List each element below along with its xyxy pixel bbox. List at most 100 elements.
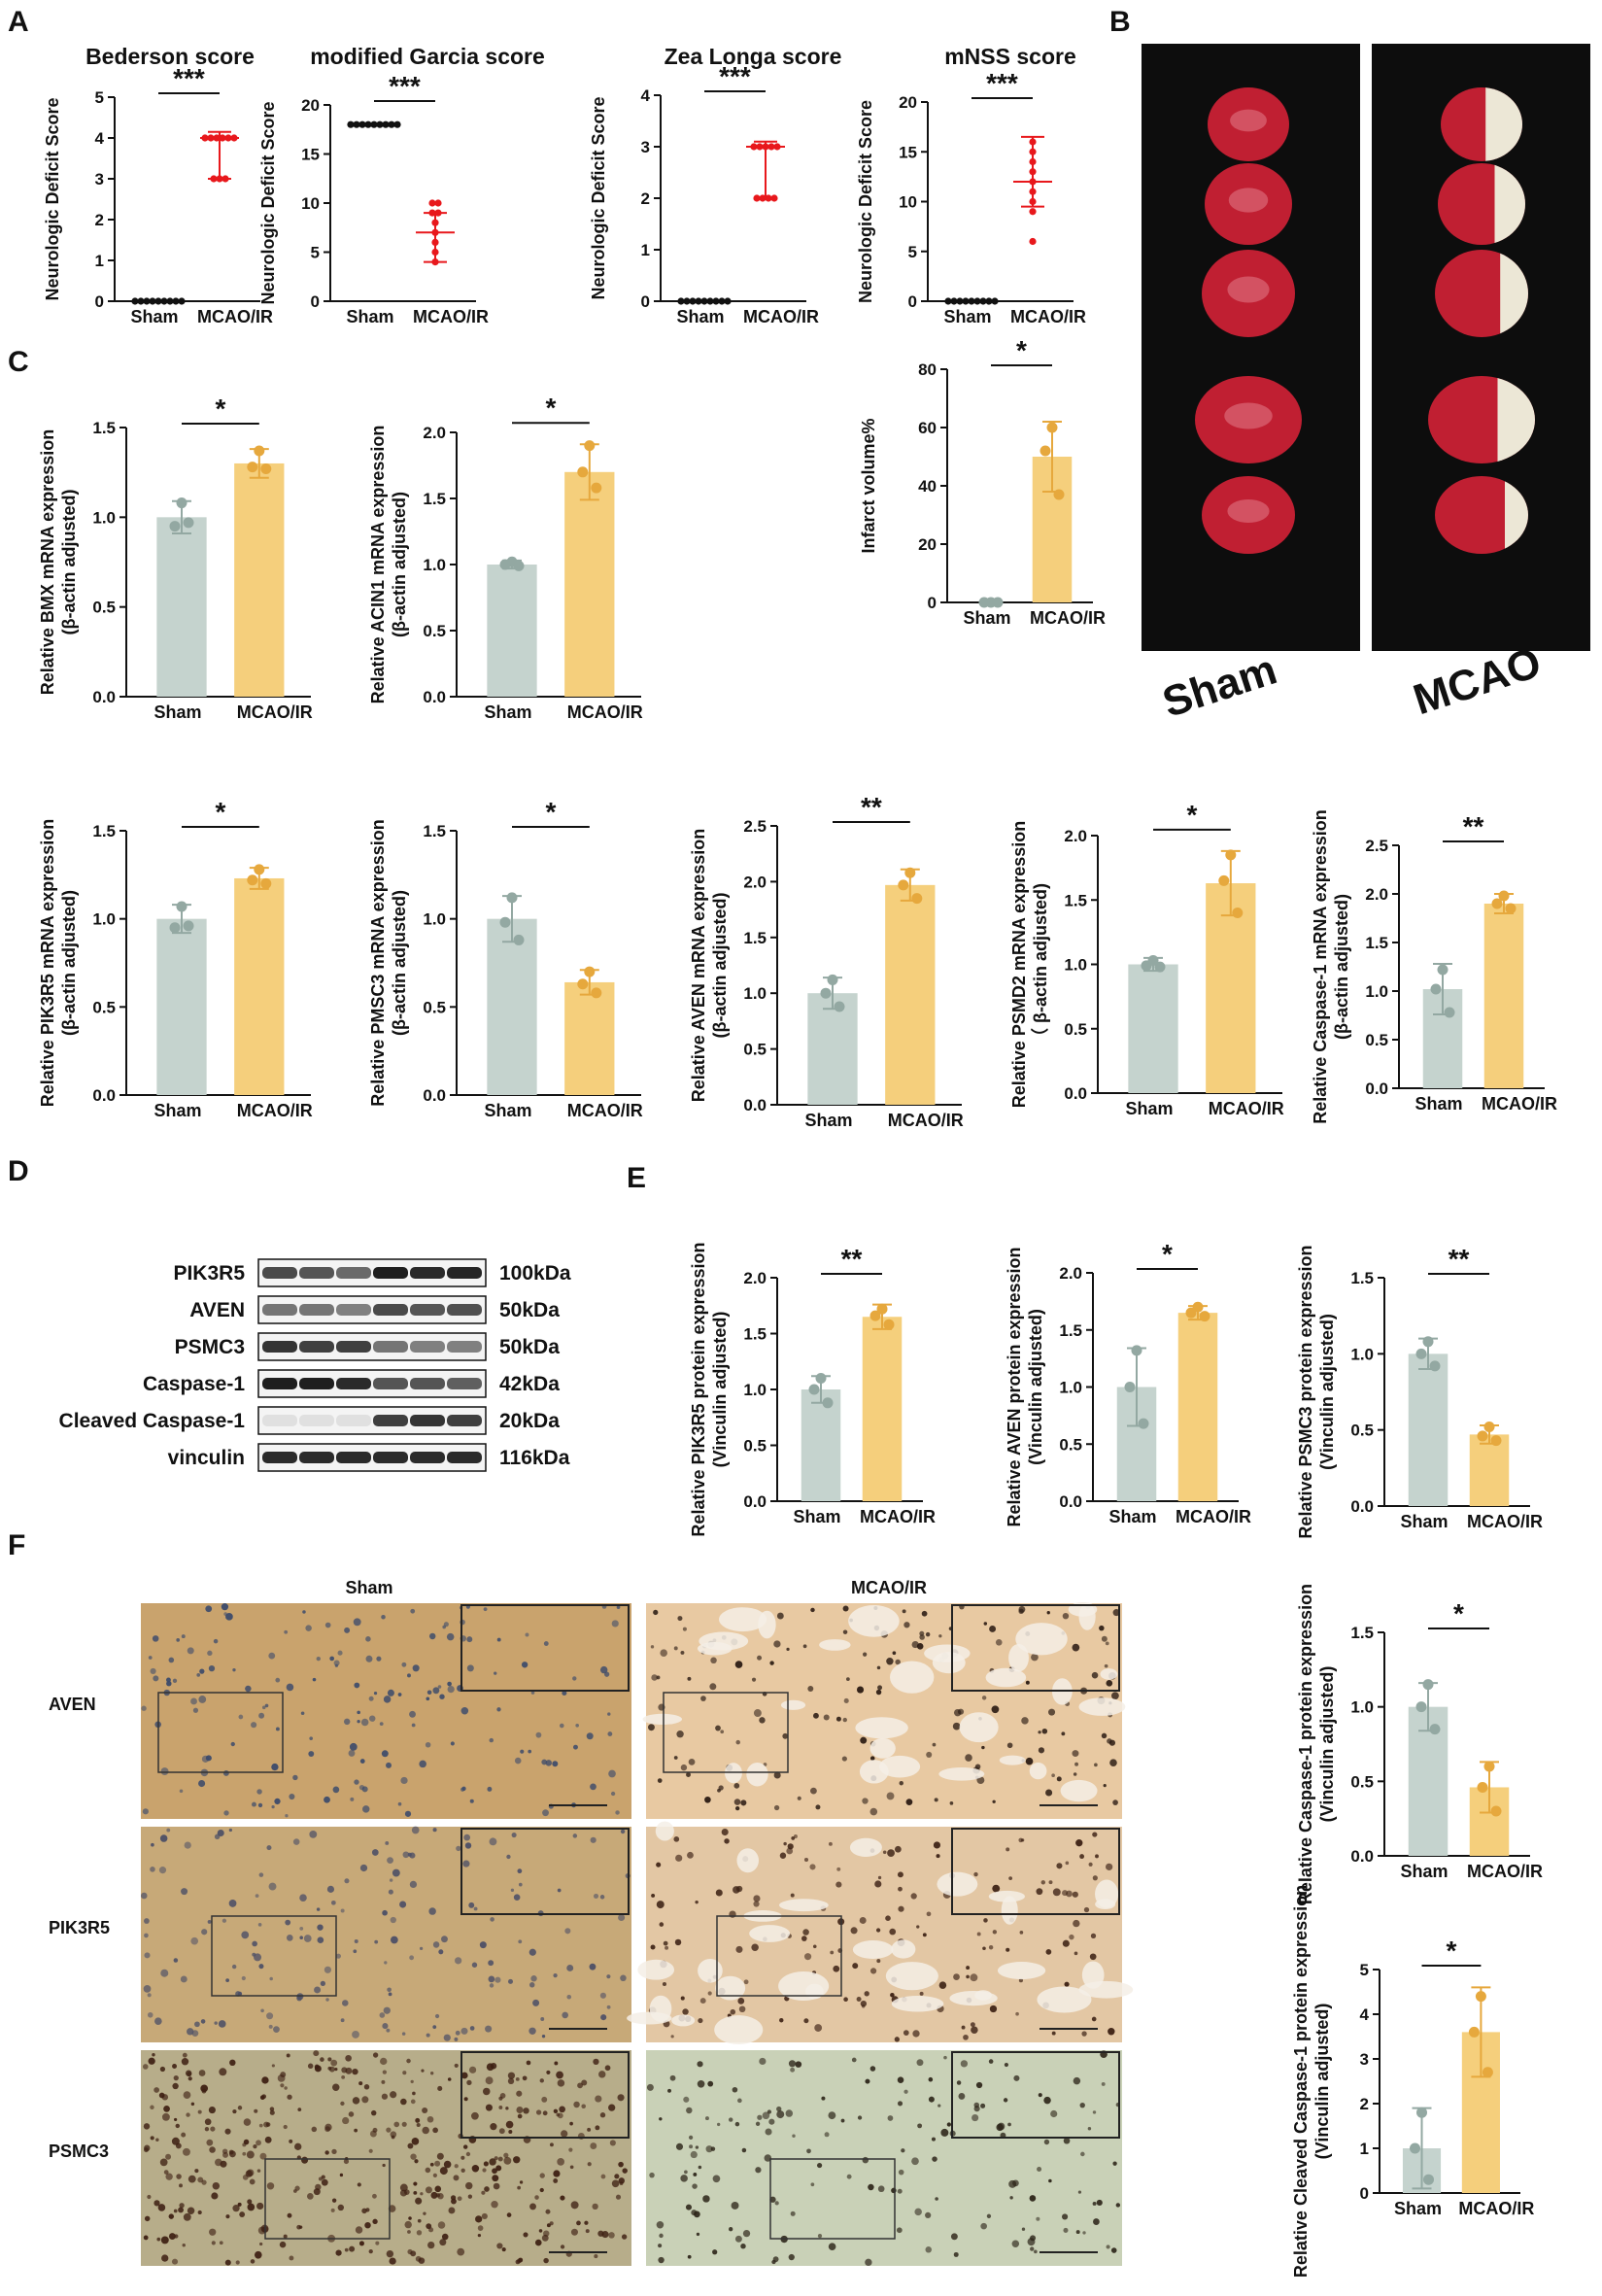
ihc-nucleus xyxy=(532,1999,540,2006)
ihc-nucleus xyxy=(485,2025,493,2033)
ihc-nucleus xyxy=(576,2220,581,2226)
wb-band xyxy=(336,1267,371,1279)
ihc-nucleus xyxy=(266,1845,272,1851)
data-point xyxy=(1040,445,1051,457)
significance-label: *** xyxy=(173,63,205,93)
ihc-nucleus xyxy=(518,1939,523,1944)
ihc-nucleus xyxy=(868,2183,874,2191)
ihc-nucleus xyxy=(311,2126,318,2133)
ihc-nucleus xyxy=(599,2112,606,2118)
y-tick-label: 2.5 xyxy=(1365,837,1388,855)
ihc-nucleus xyxy=(345,2067,353,2074)
ihc-nucleus xyxy=(618,2177,626,2184)
ihc-vacuole xyxy=(869,1737,896,1759)
y-tick-label: 3 xyxy=(95,170,104,188)
ihc-nucleus xyxy=(400,1776,408,1785)
ihc-nucleus xyxy=(973,2102,980,2108)
ihc-nucleus xyxy=(286,1683,294,1692)
ihc-nucleus xyxy=(779,1852,787,1859)
y-axis-label-2: (β-actin adjusted) xyxy=(59,490,79,635)
ihc-nucleus xyxy=(560,2245,565,2249)
wb-band xyxy=(447,1304,482,1316)
ihc-nucleus xyxy=(716,2122,721,2127)
ihc-nucleus xyxy=(1108,2028,1115,2036)
ihc-vacuole xyxy=(885,1962,938,1991)
y-tick-label: 0.0 xyxy=(743,1096,767,1114)
data-point xyxy=(822,1397,834,1409)
ihc-nucleus xyxy=(769,1661,774,1665)
data-point xyxy=(944,297,952,305)
ihc-nucleus xyxy=(337,2204,345,2211)
ihc-nucleus xyxy=(830,1950,835,1955)
ihc-nucleus xyxy=(1075,1839,1083,1847)
ihc-nucleus xyxy=(410,2153,417,2160)
ihc-nucleus xyxy=(755,2121,761,2126)
ihc-nucleus xyxy=(210,2126,216,2132)
ihc-nucleus xyxy=(324,2150,329,2155)
significance-label: ** xyxy=(1463,811,1484,841)
ihc-nucleus xyxy=(460,2155,465,2160)
ihc-nucleus xyxy=(174,2234,179,2239)
ihc-nucleus xyxy=(1045,1789,1053,1797)
ihc-nucleus xyxy=(232,2108,237,2114)
ihc-tile xyxy=(646,2050,1122,2266)
ihc-nucleus xyxy=(483,1607,488,1612)
ihc-nucleus xyxy=(359,1864,368,1872)
ihc-nucleus xyxy=(423,2211,426,2215)
y-tick-label: 0.0 xyxy=(1059,1492,1082,1511)
y-tick-label: 0.0 xyxy=(423,688,446,706)
ihc-nucleus xyxy=(206,2139,214,2146)
y-tick-label: 0.0 xyxy=(743,1492,767,1511)
ihc-nucleus xyxy=(988,1944,994,1950)
ihc-nucleus xyxy=(534,2239,542,2246)
ihc-nucleus xyxy=(179,2203,185,2209)
y-tick-label: 1.5 xyxy=(1350,1624,1374,1642)
ihc-nucleus xyxy=(232,1668,236,1672)
ihc-nucleus xyxy=(306,2193,314,2200)
ihc-nucleus xyxy=(374,1939,379,1944)
ihc-nucleus xyxy=(562,1690,567,1696)
ihc-nucleus xyxy=(183,2212,191,2221)
ihc-nucleus xyxy=(1007,2122,1011,2127)
ihc-nucleus xyxy=(460,2168,465,2173)
ihc-vacuole xyxy=(627,2011,672,2025)
ihc-nucleus xyxy=(675,2142,684,2150)
ihc-nucleus xyxy=(492,2175,499,2182)
panel-label-e: E xyxy=(627,1162,646,1194)
ihc-nucleus xyxy=(1038,2093,1042,2098)
ihc-nucleus xyxy=(767,2109,772,2114)
ihc-nucleus xyxy=(517,1868,523,1874)
ihc-nucleus xyxy=(1062,1612,1070,1620)
ihc-nucleus xyxy=(268,1652,276,1660)
ihc-nucleus xyxy=(482,2168,487,2173)
ihc-nucleus xyxy=(190,1697,197,1705)
ihc-nucleus xyxy=(275,1727,280,1731)
ihc-nucleus xyxy=(437,2085,443,2091)
ihc-nucleus xyxy=(209,2146,216,2153)
data-point xyxy=(584,440,596,452)
ihc-nucleus xyxy=(934,1798,938,1802)
ihc-nucleus xyxy=(199,1668,205,1674)
ihc-nucleus xyxy=(447,1681,452,1687)
ihc-nucleus xyxy=(159,1834,168,1842)
ihc-nucleus xyxy=(258,1964,264,1970)
ihc-nucleus xyxy=(932,2156,937,2162)
ihc-nucleus xyxy=(786,1847,794,1855)
y-tick-label: 0.5 xyxy=(1059,1435,1082,1454)
ihc-nucleus xyxy=(751,1677,757,1682)
ihc-nucleus xyxy=(517,2113,523,2119)
ihc-nucleus xyxy=(354,2128,358,2133)
ihc-nucleus xyxy=(991,1705,1000,1714)
ihc-nucleus xyxy=(430,2191,438,2199)
ihc-nucleus xyxy=(680,1650,685,1655)
ihc-nucleus xyxy=(715,1725,721,1731)
y-axis-label-2: (Vinculin adjusted) xyxy=(1317,1314,1337,1470)
ihc-nucleus xyxy=(407,2230,411,2234)
y-tick-label: 1.5 xyxy=(1365,934,1388,952)
ihc-nucleus xyxy=(400,2098,407,2106)
data-point xyxy=(254,864,265,875)
ihc-nucleus xyxy=(614,2174,620,2179)
ihc-nucleus xyxy=(1105,1641,1109,1646)
